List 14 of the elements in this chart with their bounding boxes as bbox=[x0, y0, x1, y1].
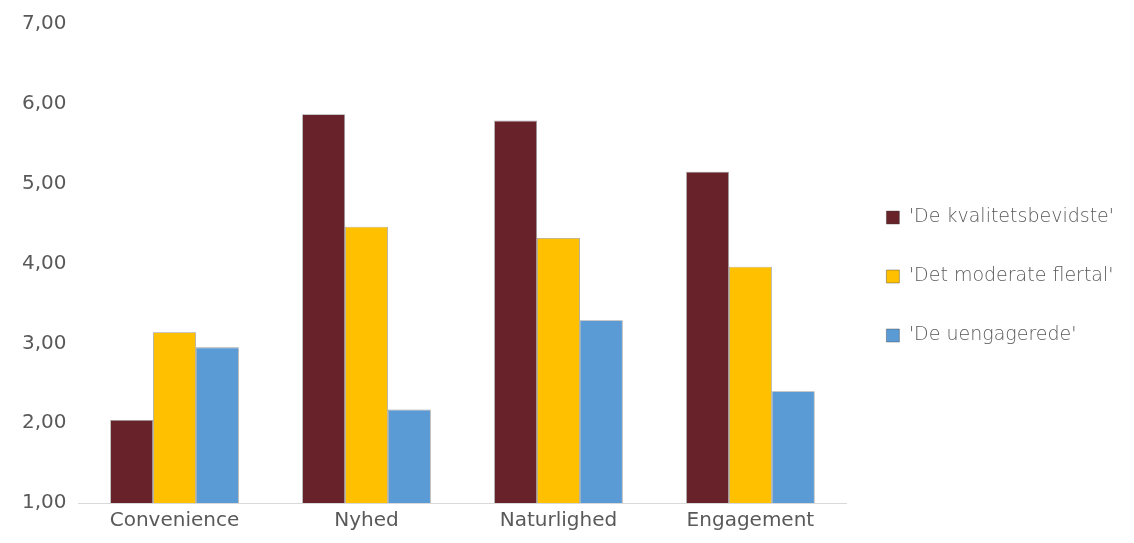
y-tick-label: 3,00 bbox=[22, 329, 67, 354]
x-tick-label: Naturlighed bbox=[499, 507, 618, 532]
y-tick-label: 6,00 bbox=[22, 90, 67, 115]
legend-label: 'De kvalitetsbevidste' bbox=[908, 204, 1115, 227]
y-tick-label: 7,00 bbox=[22, 10, 67, 35]
legend-label: 'Det moderate flertal' bbox=[908, 263, 1114, 286]
x-tick-label: Nyhed bbox=[334, 507, 399, 532]
y-tick-label: 2,00 bbox=[22, 409, 67, 434]
legend-label: 'De uengagerede' bbox=[908, 322, 1077, 345]
x-tick-label: Convenience bbox=[109, 507, 240, 532]
y-tick-label: 4,00 bbox=[22, 249, 67, 274]
y-tick-label: 1,00 bbox=[22, 489, 67, 514]
y-tick-label: 5,00 bbox=[22, 169, 67, 194]
x-tick-label: Engagement bbox=[686, 507, 815, 532]
